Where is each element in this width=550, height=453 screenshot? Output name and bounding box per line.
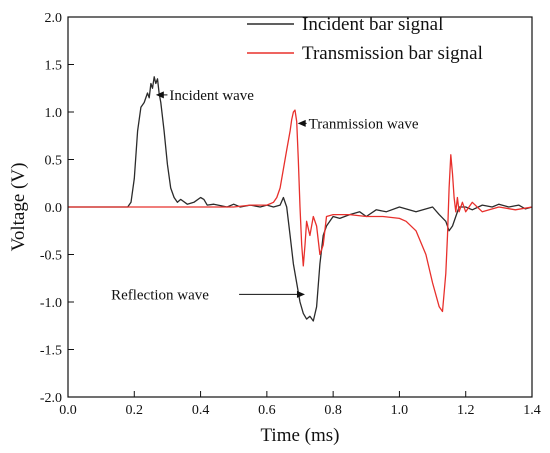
y-tick-label: -0.5 — [40, 249, 62, 264]
series-line-transmission — [68, 109, 533, 313]
annotation-transmission-wave: Tranmission wave — [309, 116, 419, 132]
y-tick-label: 1.0 — [45, 106, 63, 121]
x-tick-label: 0.8 — [324, 403, 342, 418]
x-tick-label: 0.2 — [126, 403, 144, 418]
annotation-reflection-wave: Reflection wave — [111, 287, 209, 303]
y-tick-label: 2.0 — [45, 11, 63, 26]
x-axis-title: Time (ms) — [260, 425, 339, 446]
y-tick-label: -1.5 — [40, 344, 62, 359]
y-tick-label: 1.5 — [45, 59, 63, 74]
x-tick-label: 0.6 — [258, 403, 276, 418]
annotation-arrow-head — [297, 119, 306, 127]
x-tick-label: 0.0 — [59, 403, 77, 418]
y-tick-label: 0.5 — [45, 154, 63, 169]
annotation-arrow-head — [296, 290, 305, 298]
y-axis-title: Voltage (V) — [8, 163, 29, 252]
plot-frame — [67, 16, 533, 398]
y-tick-label: 0.0 — [45, 201, 63, 216]
legend-label-incident: Incident bar signal — [302, 14, 443, 35]
y-tick-label: -2.0 — [40, 391, 62, 406]
annotation-arrow-head — [155, 91, 164, 99]
annotations-layer: Incident wave Tranmission wave Reflectio… — [111, 88, 419, 303]
lines-layer — [68, 76, 533, 322]
legend-label-transmission: Transmission bar signal — [302, 43, 483, 64]
legend: Incident bar signal Transmission bar sig… — [247, 14, 483, 64]
annotation-incident-wave: Incident wave — [169, 88, 254, 104]
y-tick-label: -1.0 — [40, 296, 62, 311]
x-tick-label: 1.2 — [457, 403, 475, 418]
ticks-layer: 0.0 0.2 0.4 0.6 0.8 1.0 1.2 1.4 -2.0 -1.5 -1.0 -0.5… — [40, 11, 541, 418]
x-tick-label: 1.4 — [523, 403, 541, 418]
x-tick-label: 0.4 — [192, 403, 210, 418]
x-tick-label: 1.0 — [391, 403, 409, 418]
